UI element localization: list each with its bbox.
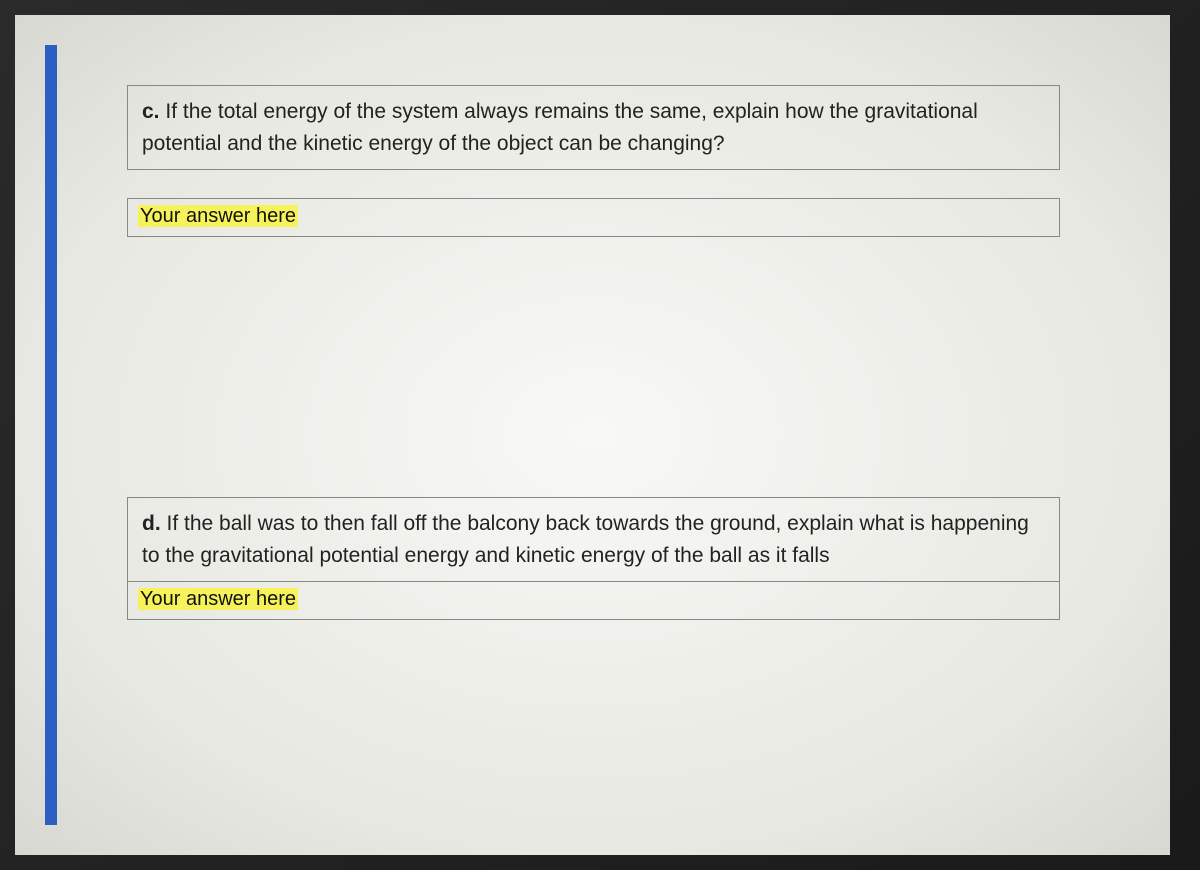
- answer-d-placeholder: Your answer here: [138, 588, 298, 610]
- answer-d-input[interactable]: Your answer here: [127, 582, 1060, 620]
- monitor-frame: c. If the total energy of the system alw…: [0, 0, 1200, 870]
- left-margin-stripe: [45, 45, 57, 825]
- document-page: c. If the total energy of the system alw…: [15, 15, 1170, 855]
- answer-c-input[interactable]: Your answer here: [127, 198, 1060, 237]
- question-c-prompt: c. If the total energy of the system alw…: [127, 85, 1060, 170]
- question-d-text: If the ball was to then fall off the bal…: [142, 512, 1029, 567]
- content-area: c. If the total energy of the system alw…: [57, 45, 1130, 825]
- question-c-text: If the total energy of the system always…: [142, 100, 978, 155]
- question-block-c: c. If the total energy of the system alw…: [127, 85, 1060, 237]
- question-block-d: d. If the ball was to then fall off the …: [127, 497, 1060, 620]
- question-c-label: c.: [142, 100, 160, 123]
- question-d-prompt: d. If the ball was to then fall off the …: [127, 497, 1060, 582]
- answer-c-placeholder: Your answer here: [138, 205, 298, 227]
- question-d-label: d.: [142, 512, 161, 535]
